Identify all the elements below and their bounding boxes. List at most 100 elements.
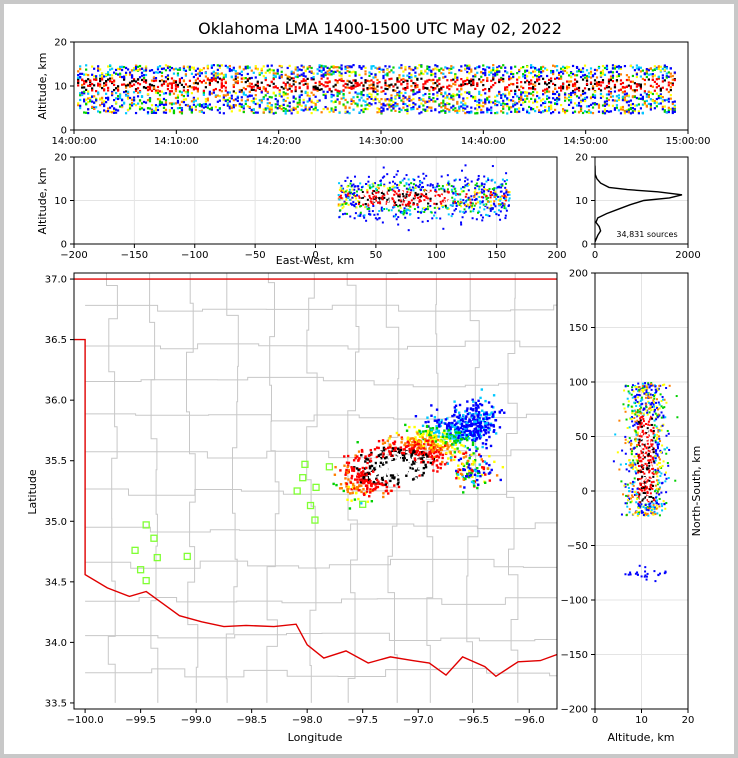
time-height-source-cell [160,74,164,78]
plan-view-source-cell [394,477,398,481]
time-height-source-cell [91,82,94,86]
east-west-source-cell [354,185,357,188]
plan-view-source-cell [450,437,453,440]
time-height-source-cell [625,109,629,112]
time-height-source-cell [272,74,275,77]
east-west-source-cell [453,179,456,182]
time-height-source-cell [462,81,465,84]
east-west-source-cell [460,223,463,226]
time-height-source-cell [490,85,493,88]
time-height-source-cell [334,88,337,91]
plan-view-source-cell [447,457,450,460]
time-height-source-cell [124,66,128,70]
east-west-source-cell [419,188,422,191]
plan-view-source-cell [421,424,425,428]
plan-view-source-cell [474,401,478,405]
time-height-source-cell [166,82,170,86]
plan-view-source-cell [427,429,430,433]
time-height-source-cell [138,89,142,93]
time-height-source-cell [134,89,138,92]
time-height-source-cell [538,109,541,112]
plan-view-source-cell [367,475,371,478]
time-height-source-cell [649,73,652,76]
east-west-source-cell [505,209,508,212]
time-height-source-cell [118,72,122,75]
time-height-source-cell [99,85,102,88]
time-height-source-cell [460,65,463,68]
time-height-source-cell [232,85,235,89]
plan-view-source-cell [372,482,375,485]
plan-view-source-cell [386,474,389,478]
time-height-source-cell [368,84,371,87]
plan-view-source-cell [453,419,456,422]
time-height-source-cell [526,79,529,82]
east-west-source-cell [477,177,480,180]
time-height-source-cell [388,86,391,89]
time-height-source-cell [378,71,381,74]
time-height-source-cell [382,74,385,78]
time-height-source-cell [583,91,587,95]
east-west-source-cell [395,218,398,221]
east-west-source-cell [489,192,492,195]
time-height-source-cell [158,79,162,83]
time-height-source-cell [272,78,275,81]
time-height-source-cell [492,66,495,70]
time-height-source-cell [232,83,235,87]
east-west-source-cell [351,196,354,199]
plan-view-source-cell [477,399,480,402]
east-west-source-cell [392,215,395,218]
time-height-source-cell [390,105,393,108]
east-west-ylabel: Altitude, km [36,167,49,234]
time-height-source-cell [502,99,505,102]
plan-view-source-cell [436,438,440,442]
time-height-source-cell [392,89,395,92]
time-height-source-cell [350,102,353,105]
time-height-source-cell [498,92,501,96]
east-west-source-cell [341,207,344,210]
plan-view-source-cell [376,485,380,489]
plan-view-source-cell [478,431,482,435]
time-height-source-cell [254,83,257,87]
plan-view-source-cell [483,411,486,414]
time-height-source-cell [492,73,495,76]
time-height-source-cell [260,101,263,104]
time-height-source-cell [466,64,469,67]
time-height-source-cell [156,105,160,108]
time-height-source-cell [504,70,507,73]
time-height-source-cell [81,93,84,97]
east-west-source-cell [423,188,426,191]
time-height-source-cell [180,109,184,112]
time-height-source-cell [651,99,654,102]
time-height-source-cell [184,69,188,72]
time-height-source-cell [138,108,142,111]
time-height-source-cell [77,70,80,73]
time-height-source-cell [542,102,545,105]
east-west-source-cell [353,191,356,194]
time-height-source-cell [338,111,341,114]
time-height-source-cell [508,108,511,111]
time-height-source-cell [272,112,275,115]
time-height-source-cell [226,104,229,107]
time-height-source-cell [462,83,465,87]
time-height-source-cell [468,91,471,94]
time-height-source-cell [87,97,90,100]
east-west-source-cell [376,218,379,221]
east-west-source-cell [418,198,421,201]
time-height-source-cell [230,94,233,97]
time-height-source-cell [348,86,351,89]
time-height-source-cell [107,89,110,92]
time-height-source-cell [146,112,150,115]
time-height-source-cell [534,98,537,101]
east-west-source-cell [499,210,502,213]
time-height-source-cell [386,98,389,101]
time-height-ylabel: Altitude, km [36,52,49,119]
east-west-source-cell [476,201,479,204]
time-height-source-cell [659,102,662,105]
time-height-source-cell [112,79,116,82]
east-west-source-cell [362,198,365,201]
time-height-source-cell [116,85,120,88]
time-height-source-cell [406,82,409,85]
time-height-source-cell [380,103,383,106]
plan-view-source-cell [350,487,353,491]
time-height-source-cell [629,87,633,90]
